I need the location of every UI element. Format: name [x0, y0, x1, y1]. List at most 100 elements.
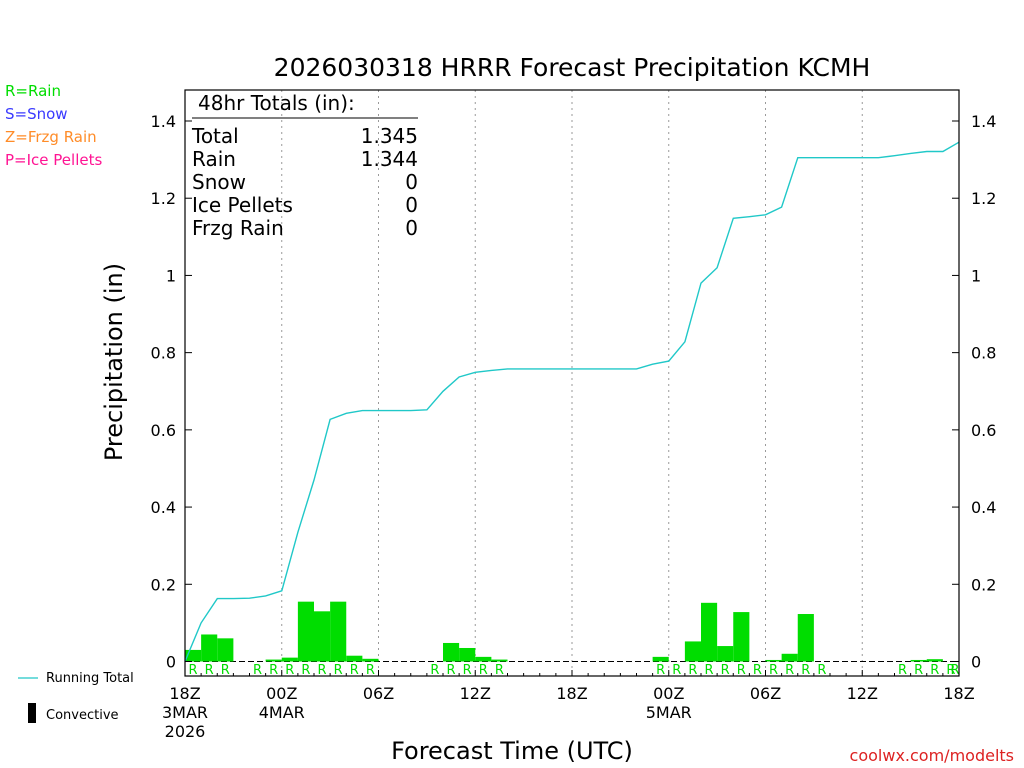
precip-type-0: R: [189, 663, 198, 678]
precip-bar-45: [910, 659, 927, 662]
y-tick-label-left-1: 0.2: [151, 575, 176, 594]
y-tick-label-right-5: 1: [971, 266, 981, 285]
running-total-line: [184, 141, 960, 662]
precip-type-15: R: [430, 663, 439, 678]
precip-type-48: R: [950, 663, 959, 678]
precip-bar-9: [330, 601, 347, 662]
y-tick-label-right-2: 0.4: [971, 498, 996, 517]
precip-bar-18: [475, 656, 492, 662]
chart-title: 2026030318 HRRR Forecast Precipitation K…: [274, 53, 871, 82]
x-tick-label-2-0: 06Z: [363, 684, 394, 703]
totals-value-0: 1.345: [361, 124, 418, 148]
y-tick-label-left-6: 1.2: [151, 189, 176, 208]
y-tick-label-left-4: 0.8: [151, 344, 176, 363]
y-tick-label-right-3: 0.6: [971, 421, 996, 440]
precip-bar-38: [797, 614, 814, 662]
legend-type-1: S=Snow: [5, 105, 68, 123]
x-tick-label-0-0: 18Z: [169, 684, 200, 703]
precip-type-legend: R=Rain S=Snow Z=Frzg Rain P=Ice Pellets: [5, 82, 102, 169]
precip-bar-29: [652, 656, 669, 662]
precip-type-46: R: [930, 663, 939, 678]
precip-type-29: R: [656, 663, 665, 678]
precip-bar-8: [314, 611, 331, 662]
precip-type-34: R: [737, 663, 746, 678]
y-axis-label: Precipitation (in): [100, 263, 128, 461]
precip-type-19: R: [495, 663, 504, 678]
y-tick-label-left-7: 1.4: [151, 112, 176, 131]
precip-type-30: R: [672, 663, 681, 678]
precip-type-5: R: [269, 663, 278, 678]
totals-label-1: Rain: [192, 147, 236, 171]
precip-type-2: R: [221, 663, 230, 678]
totals-label-4: Frzg Rain: [192, 216, 284, 240]
precip-bar-46: [926, 659, 943, 662]
totals-value-4: 0: [405, 216, 418, 240]
convective-swatch: [28, 703, 36, 723]
precip-bar-31: [684, 641, 701, 662]
precip-type-18: R: [479, 663, 488, 678]
y-tick-label-left-0: 0: [166, 653, 176, 672]
precip-bar-7: [297, 601, 314, 662]
running-total-legend-label: Running Total: [46, 671, 134, 686]
legend-type-2: Z=Frzg Rain: [5, 128, 97, 146]
precip-bar-19: [491, 659, 508, 662]
running-total-group: [184, 141, 960, 662]
precip-type-8: R: [318, 663, 327, 678]
precip-type-38: R: [801, 663, 810, 678]
precip-type-36: R: [769, 663, 778, 678]
precip-type-39: R: [817, 663, 826, 678]
bars-group: [185, 601, 943, 662]
precip-type-1: R: [205, 663, 214, 678]
precip-type-9: R: [334, 663, 343, 678]
y-tick-label-left-2: 0.4: [151, 498, 176, 517]
precip-bar-37: [781, 653, 798, 662]
y-tick-label-right-4: 0.8: [971, 344, 996, 363]
x-axis-label: Forecast Time (UTC): [391, 737, 633, 765]
x-tick-label-3-0: 12Z: [460, 684, 491, 703]
y-tick-label-right-0: 0: [971, 653, 981, 672]
x-tick-label-0-1: 3MAR: [162, 703, 208, 722]
y-tick-label-left-5: 1: [166, 266, 176, 285]
y-tick-label-right-1: 0.2: [971, 575, 996, 594]
x-tick-label-8-0: 18Z: [943, 684, 974, 703]
precip-type-7: R: [301, 663, 310, 678]
convective-legend-label: Convective: [46, 708, 119, 723]
grid-lines: [185, 90, 959, 676]
precip-bar-5: [265, 659, 282, 662]
precip-bar-16: [443, 642, 460, 662]
precip-bar-1: [201, 634, 218, 662]
x-tick-label-0-2: 2026: [165, 722, 206, 741]
y-tick-label-right-7: 1.4: [971, 112, 996, 131]
precip-type-31: R: [688, 663, 697, 678]
y-tick-label-right-6: 1.2: [971, 189, 996, 208]
x-tick-label-6-0: 06Z: [750, 684, 781, 703]
precip-type-10: R: [350, 663, 359, 678]
legend-type-3: P=Ice Pellets: [5, 151, 102, 169]
totals-label-3: Ice Pellets: [192, 193, 293, 217]
precip-type-group: R R R R R R R R R R R R R R R R R R R R R R R R R R R R R R RR: [189, 663, 960, 678]
precip-bar-33: [717, 646, 734, 662]
precip-type-35: R: [753, 663, 762, 678]
precip-bar-10: [346, 655, 363, 662]
precip-type-44: R: [898, 663, 907, 678]
credit-text: coolwx.com/modelts: [850, 746, 1014, 765]
totals-value-3: 0: [405, 193, 418, 217]
legend-type-0: R=Rain: [5, 82, 61, 100]
totals-value-2: 0: [405, 170, 418, 194]
precip-type-6: R: [285, 663, 294, 678]
precip-bar-32: [701, 602, 718, 662]
totals-label-0: Total: [191, 124, 239, 148]
precip-type-16: R: [447, 663, 456, 678]
y-tick-label-left-3: 0.6: [151, 421, 176, 440]
x-tick-label-5-1: 5MAR: [646, 703, 692, 722]
x-tick-label-4-0: 18Z: [556, 684, 587, 703]
precip-type-11: R: [366, 663, 375, 678]
precip-type-47: R: [946, 663, 955, 678]
precip-type-33: R: [721, 663, 730, 678]
x-tick-label-1-0: 00Z: [266, 684, 297, 703]
precip-bar-6: [281, 657, 298, 662]
precip-type-32: R: [705, 663, 714, 678]
totals-box: 48hr Totals (in): Total 1.345 Rain 1.344 Sno…: [191, 91, 418, 240]
x-tick-label-5-0: 00Z: [653, 684, 684, 703]
